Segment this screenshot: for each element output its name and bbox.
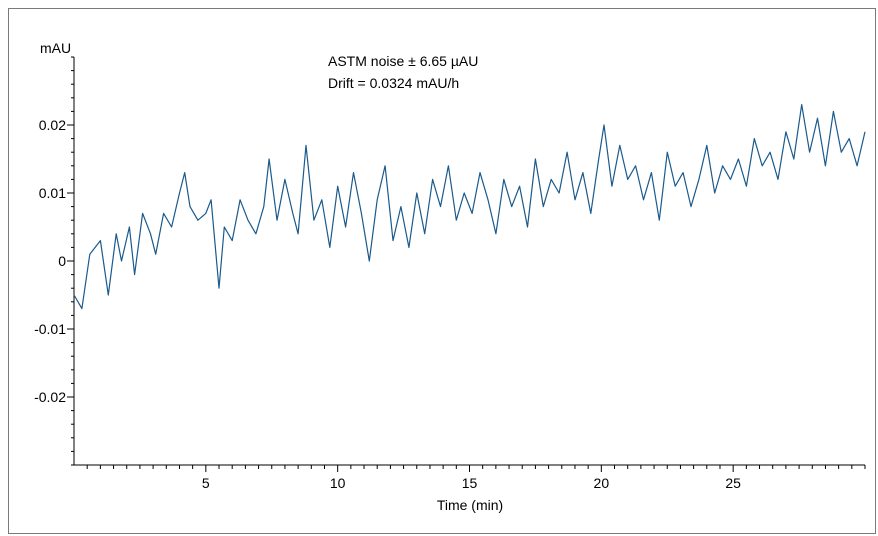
y-tick-label: -0.01 <box>34 321 66 337</box>
y-tick-label: 0.01 <box>39 185 66 201</box>
y-tick-label: -0.02 <box>34 389 66 405</box>
y-axis-label: mAU <box>40 40 71 56</box>
y-tick-label: 0 <box>58 253 66 269</box>
x-tick-label: 10 <box>330 475 346 491</box>
x-tick-label: 20 <box>594 475 610 491</box>
x-axis-label: Time (min) <box>437 497 503 513</box>
signal-line <box>73 104 866 310</box>
x-tick-label: 15 <box>462 475 478 491</box>
y-tick-labels: 0.02 0.01 0 -0.01 -0.02 <box>34 117 74 405</box>
y-minor-ticks <box>71 56 74 466</box>
chart-frame <box>8 8 876 534</box>
drift-annotation: Drift = 0.0324 mAU/h <box>328 75 459 91</box>
x-tick-labels: 5 10 15 20 25 <box>202 475 741 491</box>
y-tick-label: 0.02 <box>39 117 66 133</box>
x-tick-label: 25 <box>725 475 741 491</box>
x-minor-ticks <box>86 465 866 472</box>
noise-annotation: ASTM noise ± 6.65 µAU <box>328 53 478 69</box>
x-tick-label: 5 <box>202 475 210 491</box>
